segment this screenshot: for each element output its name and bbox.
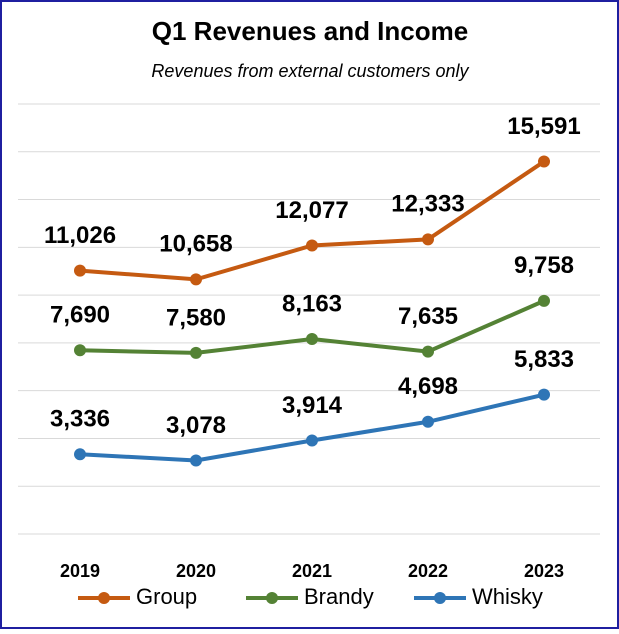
- x-tick-label: 2019: [60, 561, 100, 581]
- data-label: 4,698: [398, 373, 458, 400]
- data-point: [538, 294, 550, 307]
- data-point: [74, 448, 86, 461]
- x-tick-label: 2020: [176, 561, 216, 581]
- data-point: [538, 155, 550, 168]
- data-point: [190, 454, 202, 467]
- legend-label: Group: [136, 584, 197, 609]
- data-point: [74, 344, 86, 357]
- data-label: 11,026: [44, 222, 116, 249]
- legend-label: Brandy: [304, 584, 374, 609]
- data-label: 10,658: [159, 231, 232, 258]
- legend-label: Whisky: [472, 584, 543, 609]
- chart-title: Q1 Revenues and Income: [152, 16, 468, 46]
- legend-marker: [434, 592, 446, 604]
- x-tick-label: 2023: [524, 561, 564, 581]
- x-tick-label: 2022: [408, 561, 448, 581]
- data-label: 8,163: [282, 290, 342, 317]
- legend-marker: [98, 592, 110, 604]
- data-point: [422, 233, 434, 246]
- data-point: [306, 239, 318, 252]
- data-label: 12,077: [275, 197, 348, 224]
- chart-subtitle: Revenues from external customers only: [151, 61, 469, 81]
- data-point: [74, 264, 86, 277]
- data-label: 7,635: [398, 303, 458, 330]
- data-label: 5,833: [514, 346, 574, 373]
- data-point: [190, 346, 202, 359]
- data-point: [190, 273, 202, 286]
- data-label: 15,591: [507, 113, 580, 140]
- x-tick-label: 2021: [292, 561, 332, 581]
- data-label: 3,078: [166, 412, 226, 439]
- data-point: [306, 332, 318, 345]
- data-label: 12,333: [391, 191, 464, 218]
- legend-marker: [266, 592, 278, 604]
- data-point: [422, 415, 434, 428]
- data-label: 7,580: [166, 304, 226, 331]
- data-label: 3,336: [50, 406, 110, 433]
- data-label: 9,758: [514, 252, 574, 279]
- data-point: [422, 345, 434, 358]
- data-label: 3,914: [282, 392, 343, 419]
- data-point: [306, 434, 318, 447]
- data-label: 7,690: [50, 302, 110, 329]
- data-point: [538, 388, 550, 401]
